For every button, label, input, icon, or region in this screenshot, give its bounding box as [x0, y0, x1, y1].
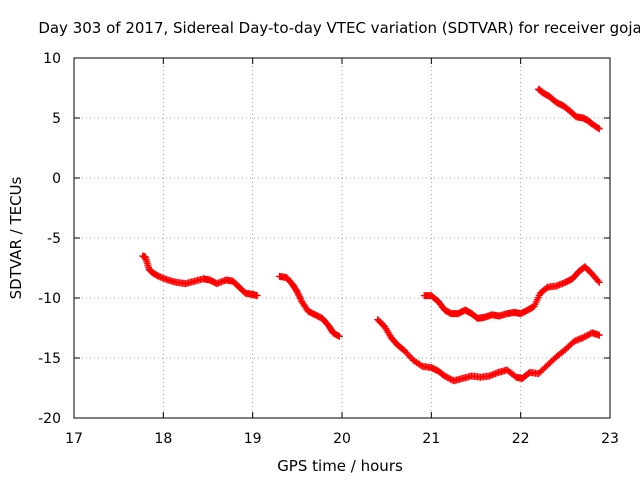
- series-track-4: [420, 263, 603, 322]
- x-axis-label: GPS time / hours: [277, 457, 403, 475]
- data-point: [296, 293, 304, 301]
- x-tick-label: 18: [154, 431, 172, 447]
- data-point: [595, 125, 603, 133]
- data-point: [295, 291, 303, 299]
- grid-lines: [74, 58, 610, 418]
- data-point: [335, 332, 343, 340]
- y-tick-label: -15: [38, 351, 61, 367]
- series-track-3: [374, 316, 603, 385]
- series-track-5: [535, 85, 603, 133]
- data-point: [253, 292, 261, 300]
- y-tick-label: 5: [52, 111, 61, 127]
- data-points: [139, 85, 603, 385]
- axis-ticks: [73, 57, 611, 419]
- data-point: [293, 288, 301, 296]
- x-tick-label: 21: [422, 431, 440, 447]
- y-tick-label: -10: [38, 291, 61, 307]
- y-axis-label: SDTVAR / TECUs: [7, 176, 25, 299]
- y-tick-label: -5: [47, 231, 61, 247]
- series-track-2: [275, 272, 343, 340]
- data-point: [595, 331, 603, 339]
- x-tick-labels: 17 18 19 20 21 22 23: [65, 431, 619, 447]
- series-track-1: [139, 252, 261, 300]
- x-tick-label: 23: [601, 431, 619, 447]
- x-tick-label: 17: [65, 431, 83, 447]
- data-point: [595, 278, 603, 286]
- data-point: [594, 277, 602, 285]
- y-tick-label: 0: [52, 171, 61, 187]
- chart-title: Day 303 of 2017, Sidereal Day-to-day VTE…: [38, 19, 640, 37]
- data-point: [296, 294, 304, 302]
- x-tick-label: 19: [244, 431, 262, 447]
- x-tick-label: 22: [512, 431, 530, 447]
- data-point: [294, 290, 302, 298]
- data-point: [594, 124, 602, 132]
- x-tick-label: 20: [333, 431, 351, 447]
- y-tick-label: 10: [43, 51, 61, 67]
- y-tick-labels: -20 -15 -10 -5 0 5 10: [38, 51, 61, 427]
- y-tick-label: -20: [38, 411, 61, 427]
